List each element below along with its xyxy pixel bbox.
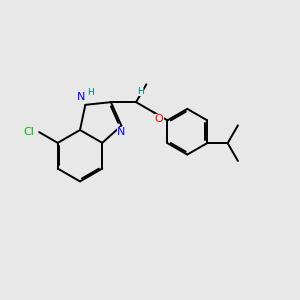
Text: N: N [117, 127, 126, 137]
Text: Cl: Cl [23, 127, 34, 136]
Text: O: O [155, 114, 164, 124]
Text: H: H [87, 88, 94, 97]
Text: H: H [136, 87, 143, 96]
Text: N: N [77, 92, 85, 102]
